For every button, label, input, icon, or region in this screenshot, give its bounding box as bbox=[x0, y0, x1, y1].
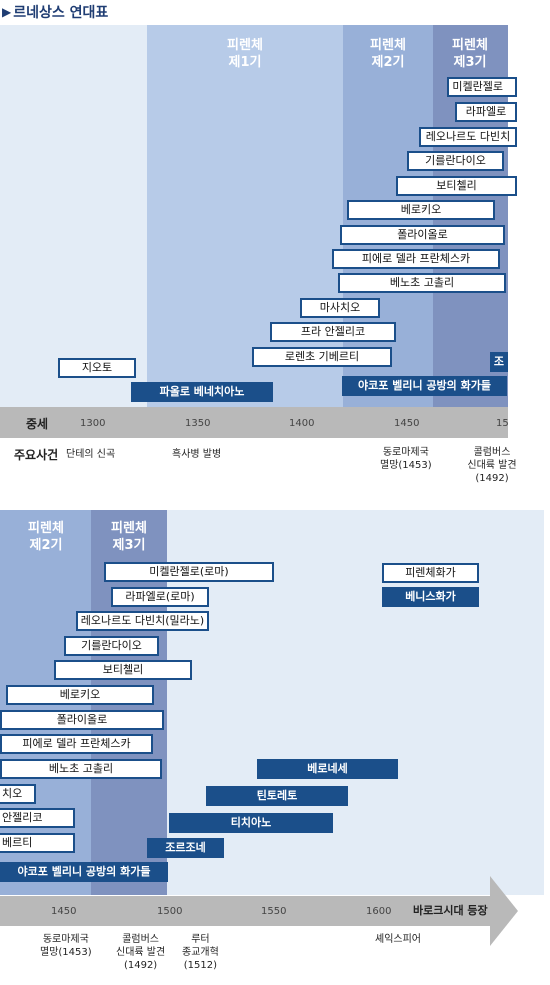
bottom-artist-leonardo: 레오나르도 다빈치(밀라노) bbox=[76, 611, 209, 631]
top-axis-bar bbox=[0, 407, 508, 438]
top-tick-1500-partial: 15 bbox=[496, 418, 509, 429]
baroque-label: 바로크시대 등장 bbox=[413, 904, 488, 917]
bottom-artist-piero: 피에로 델라 프란체스카 bbox=[0, 734, 153, 754]
bottom-axis-bar bbox=[0, 896, 490, 926]
bottom-event-luther: 루터 종교개혁 (1512) bbox=[182, 934, 219, 971]
medieval-band bbox=[0, 25, 147, 407]
event-byzantine-fall: 동로마제국 멸망(1453) bbox=[380, 447, 432, 471]
bottom-dark-veronese: 베로네세 bbox=[257, 759, 398, 779]
bottom-artist-michelangelo: 미켈란젤로(로마) bbox=[104, 562, 274, 582]
artist-box-ghirlandaio: 기를란다이오 bbox=[407, 151, 504, 171]
artist-box-masaccio: 마사치오 bbox=[300, 298, 380, 318]
bottom-dark-tintoretto: 틴토레토 bbox=[206, 786, 348, 806]
bottom-period-label-2: 피렌체 제2기 bbox=[28, 521, 64, 553]
bottom-tick-1550: 1550 bbox=[261, 906, 287, 917]
bottom-tick-1600: 1600 bbox=[366, 906, 392, 917]
top-tick-1400: 1400 bbox=[289, 418, 315, 429]
bottom-artist-masaccio-partial: 치오 bbox=[0, 784, 36, 804]
legend-venetian: 베니스화가 bbox=[382, 587, 479, 607]
artist-box-michelangelo: 미켈란젤로 bbox=[447, 77, 517, 97]
top-tick-1300: 1300 bbox=[80, 418, 106, 429]
artist-box-gozzoli: 베노초 고촐리 bbox=[338, 273, 506, 293]
top-tick-1450: 1450 bbox=[394, 418, 420, 429]
axis-arrow-icon bbox=[490, 876, 518, 946]
events-label: 주요사건 bbox=[14, 448, 59, 462]
bottom-artist-gozzoli: 베노초 고촐리 bbox=[0, 759, 162, 779]
dark-box-giorgione-partial: 조 bbox=[490, 352, 508, 372]
bottom-period-label-3: 피렌체 제3기 bbox=[111, 521, 147, 553]
page-title: ▶ 르네상스 연대표 bbox=[2, 5, 109, 21]
artist-box-pollaiuolo: 폴라이올로 bbox=[340, 225, 505, 245]
bottom-artist-angelico-partial: 안젤리코 bbox=[0, 808, 75, 828]
event-columbus: 콜럼버스 신대륙 발견 (1492) bbox=[467, 447, 517, 484]
bottom-event-shakespeare: 셰익스피어 bbox=[375, 934, 421, 945]
dark-box-jacopo-bellini: 야코포 벨리니 공방의 화가들 bbox=[342, 376, 507, 396]
bottom-artist-pollaiuolo: 폴라이올로 bbox=[0, 710, 164, 730]
artist-box-ghiberti: 로렌초 기베르티 bbox=[252, 347, 392, 367]
bottom-artist-verrocchio: 베로키오 bbox=[6, 685, 154, 705]
artist-box-raphael: 라파엘로 bbox=[455, 102, 517, 122]
artist-box-botticelli: 보티첼리 bbox=[396, 176, 517, 196]
bottom-dark-giorgione: 조르조네 bbox=[147, 838, 224, 858]
artist-box-piero: 피에로 델라 프란체스카 bbox=[332, 249, 500, 269]
triangle-icon: ▶ bbox=[2, 5, 12, 19]
bottom-artist-ghirlandaio: 기를란다이오 bbox=[64, 636, 159, 656]
bottom-tick-1450: 1450 bbox=[51, 906, 77, 917]
artist-box-verrocchio: 베로키오 bbox=[347, 200, 495, 220]
bottom-tick-1500: 1500 bbox=[157, 906, 183, 917]
event-black-death: 흑사병 발병 bbox=[172, 449, 222, 460]
artist-box-giotto: 지오토 bbox=[58, 358, 136, 378]
artist-box-angelico: 프라 안젤리코 bbox=[270, 322, 396, 342]
period-label-2: 피렌체 제2기 bbox=[370, 38, 406, 70]
event-dante: 단테의 신곡 bbox=[66, 449, 116, 460]
bottom-dark-jacopo-bellini: 야코포 벨리니 공방의 화가들 bbox=[0, 862, 168, 882]
era-label-medieval: 중세 bbox=[26, 417, 49, 431]
period-label-1: 피렌체 제1기 bbox=[227, 38, 263, 70]
bottom-artist-botticelli: 보티첼리 bbox=[54, 660, 192, 680]
bottom-artist-raphael: 라파엘로(로마) bbox=[111, 587, 209, 607]
legend-florentine: 피렌체화가 bbox=[382, 563, 479, 583]
top-tick-1350: 1350 bbox=[185, 418, 211, 429]
bottom-artist-ghiberti-partial: 베르티 bbox=[0, 833, 75, 853]
bottom-event-columbus: 콜럼버스 신대륙 발견 (1492) bbox=[116, 934, 166, 971]
period1-band bbox=[147, 25, 343, 407]
bottom-dark-titian: 티치아노 bbox=[169, 813, 333, 833]
period-label-3: 피렌체 제3기 bbox=[452, 38, 488, 70]
bottom-event-byzantine-fall: 동로마제국 멸망(1453) bbox=[40, 934, 92, 958]
dark-box-paolo-veneziano: 파올로 베네치아노 bbox=[131, 382, 273, 402]
artist-box-leonardo: 레오나르도 다빈치 bbox=[419, 127, 517, 147]
